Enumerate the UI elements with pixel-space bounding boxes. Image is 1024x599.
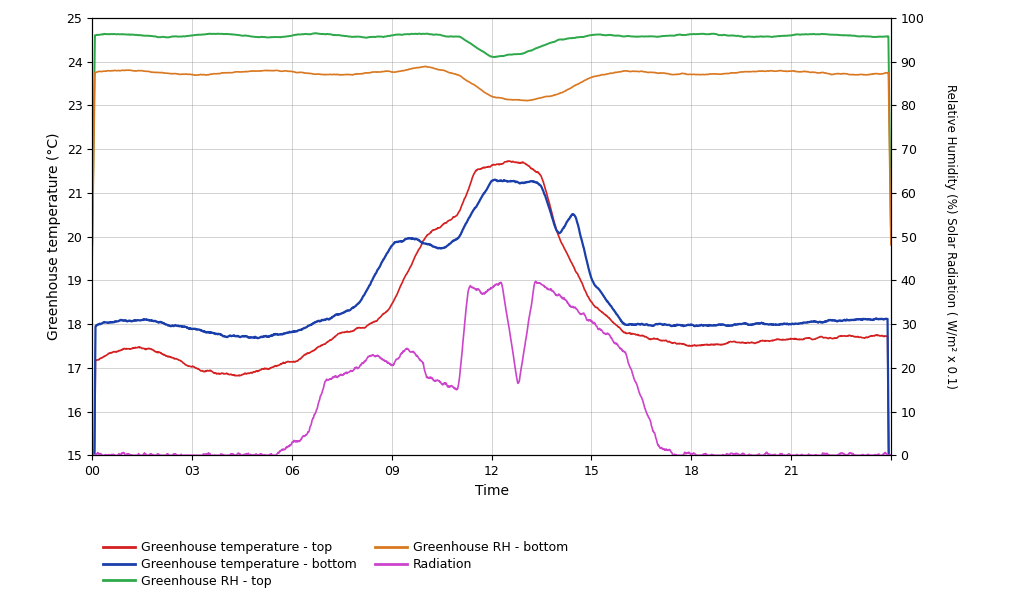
X-axis label: Time: Time (474, 483, 509, 498)
Y-axis label: Greenhouse temperature (°C): Greenhouse temperature (°C) (47, 133, 61, 340)
Y-axis label: Relative Humidity (%) Solar Radiation ( W/m² x 0.1): Relative Humidity (%) Solar Radiation ( … (944, 84, 956, 389)
Legend: Greenhouse temperature - top, Greenhouse temperature - bottom, Greenhouse RH - t: Greenhouse temperature - top, Greenhouse… (98, 536, 573, 593)
